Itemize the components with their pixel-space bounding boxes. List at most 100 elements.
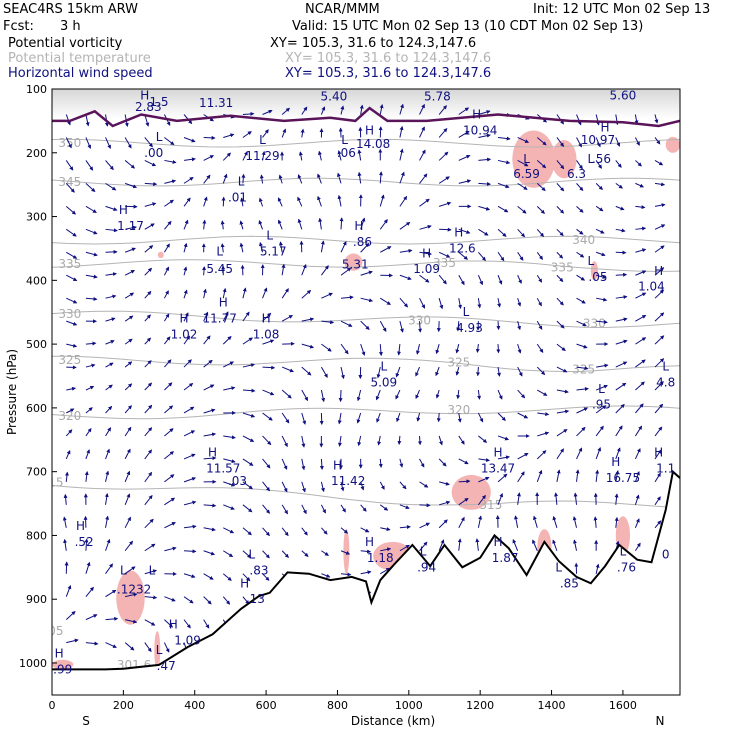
wind-vector [65, 429, 73, 437]
wind-vector [320, 389, 326, 403]
wind-vector [281, 263, 286, 276]
wind-vector [105, 589, 117, 598]
hl-value-label: 1.02 [171, 328, 198, 342]
wind-vector [360, 243, 370, 253]
wind-vector [321, 343, 332, 352]
hl-value-label: 5.31 [342, 257, 369, 271]
wind-vector [164, 137, 175, 146]
wind-vector [556, 206, 565, 214]
wind-vector [576, 407, 589, 414]
wind-vector [399, 504, 410, 510]
wind-vector [321, 573, 331, 578]
wind-vector [301, 458, 306, 471]
wind-vector [357, 149, 362, 161]
wind-vector [223, 435, 236, 440]
wind-vector [223, 386, 236, 391]
wind-vector [301, 106, 308, 115]
wind-vector [337, 172, 342, 184]
low-marker: L [216, 245, 223, 259]
wind-vector [497, 412, 506, 421]
hl-value-label: 1.87 [492, 551, 519, 565]
wind-vector [298, 151, 303, 161]
wind-vector [66, 638, 79, 644]
wind-vector [532, 539, 538, 551]
wind-vector [497, 455, 510, 460]
theta-label: 305 [41, 624, 64, 638]
wind-vector [281, 435, 288, 448]
wind-vector [203, 456, 217, 461]
wind-vector [478, 110, 491, 115]
wind-vector [596, 363, 609, 368]
wind-vector [239, 220, 244, 230]
wind-vector [320, 481, 325, 493]
wind-vector [203, 573, 214, 580]
wind-vector [164, 428, 174, 437]
wind-vector [203, 311, 209, 322]
wind-vector [478, 228, 489, 236]
init-time: Init: 12 UTC Mon 02 Sep 13 [533, 2, 711, 17]
wind-vector [457, 412, 462, 423]
wind-vector [356, 389, 362, 402]
wind-vector [595, 137, 601, 148]
wind-vector [438, 176, 450, 184]
wind-vector [183, 177, 194, 184]
wind-vector [281, 128, 287, 138]
low-marker: L [523, 152, 530, 166]
wind-vector [615, 403, 625, 414]
wind-vector [183, 137, 196, 143]
wind-vector [458, 516, 465, 529]
theta-label: 335 [433, 256, 456, 270]
wind-vector [576, 426, 586, 437]
hl-value-label: 2.83 [135, 100, 162, 114]
theta-label: 335 [551, 261, 574, 275]
wind-vector [318, 150, 322, 161]
wind-vector [635, 292, 647, 299]
wind-vector [105, 470, 110, 482]
hl-value-label: .95 [592, 398, 611, 412]
hl-value-label: .13 [246, 592, 265, 606]
wind-vector [242, 111, 255, 116]
low-marker: L [555, 560, 562, 574]
wind-vector [532, 515, 538, 528]
high-marker: H [365, 123, 374, 137]
wind-vector [85, 363, 96, 368]
theta-contour [52, 138, 680, 148]
wind-vector [635, 359, 646, 368]
x-tick-label: 800 [327, 699, 348, 712]
wind-vector [477, 389, 482, 400]
wind-vector [144, 642, 152, 653]
wind-vector [222, 573, 232, 581]
wind-vector [340, 550, 351, 555]
wind-vector [125, 619, 138, 624]
wind-vector [556, 469, 561, 482]
wind-vector [478, 133, 491, 138]
wind-vector [66, 408, 75, 414]
high-marker: H [140, 88, 149, 102]
wind-vector [183, 453, 196, 460]
wind-vector [338, 390, 343, 403]
wind-vector [360, 527, 370, 533]
hl-value-label: 1.08 [253, 328, 280, 342]
wind-vector [595, 425, 604, 437]
wind-vector [281, 527, 289, 537]
wind-vector [242, 458, 254, 466]
wind-vector [359, 104, 364, 115]
hl-value-label: 4.8 [656, 375, 675, 389]
wind-vector [435, 366, 440, 377]
wind-vector [163, 266, 170, 276]
wind-vector [144, 314, 151, 322]
wind-vector [497, 159, 511, 165]
wind-vector [435, 389, 440, 399]
wind-vector [164, 336, 171, 345]
wind-vector [183, 596, 194, 604]
y-tick-label: 300 [26, 211, 47, 224]
legend-field-pv: Potential vorticity [8, 36, 123, 51]
pv-shaded-region [157, 251, 164, 259]
wind-vector [654, 245, 665, 253]
wind-vector [478, 251, 486, 262]
hl-value-label: .03 [228, 474, 247, 488]
wind-vector [419, 103, 425, 115]
wind-vector [595, 251, 606, 257]
wind-vector [615, 317, 628, 322]
wind-vector [654, 267, 665, 276]
